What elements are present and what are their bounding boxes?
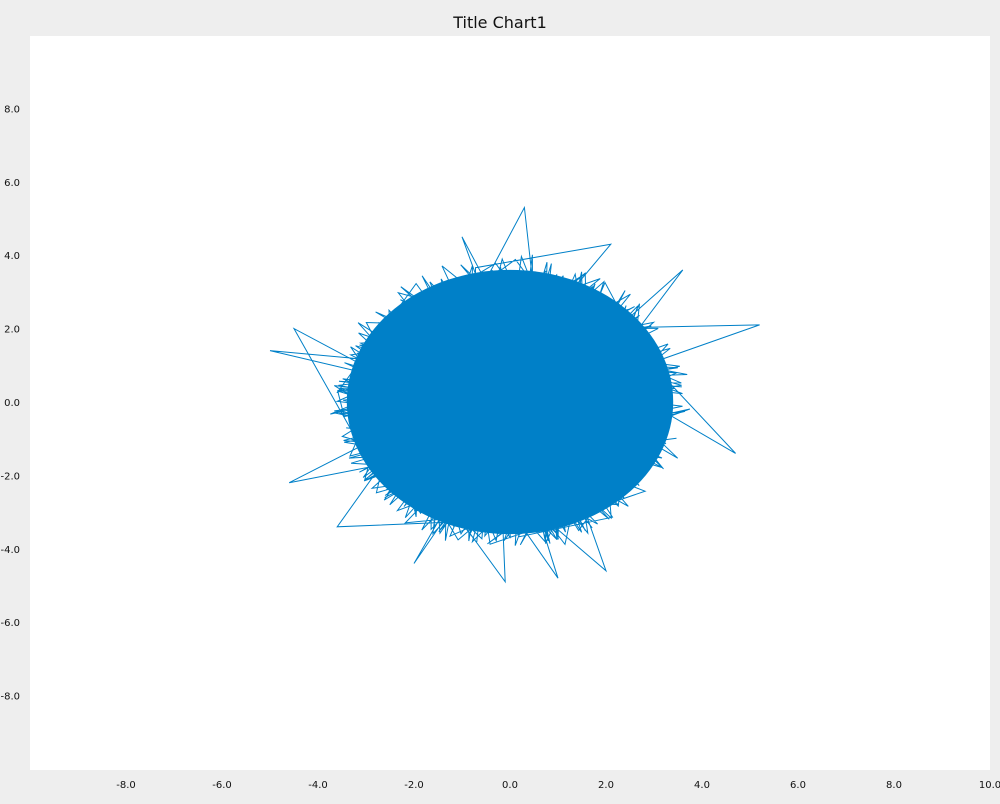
x-tick-label: 4.0 (694, 780, 710, 791)
x-tick-label: -8.0 (116, 780, 136, 791)
y-tick-label: 4.0 (4, 251, 20, 262)
series-line (269, 205, 760, 584)
x-tick-label: 8.0 (886, 780, 902, 791)
x-tick-label: -2.0 (404, 780, 424, 791)
y-axis-ticks: 8.0 6.0 4.0 2.0 0.0 -2.0 -4.0 -6.0 -8.0 (0, 104, 20, 702)
x-tick-label: 10.0 (979, 780, 1000, 791)
y-tick-label: 8.0 (4, 104, 20, 115)
x-tick-label: 2.0 (598, 780, 614, 791)
y-tick-label: -6.0 (0, 618, 20, 629)
y-tick-label: -8.0 (0, 692, 20, 703)
x-tick-label: 0.0 (502, 780, 518, 791)
x-tick-label: -4.0 (308, 780, 328, 791)
y-tick-label: 2.0 (4, 325, 20, 336)
series-layer (269, 205, 760, 584)
y-tick-label: 0.0 (4, 398, 20, 409)
x-tick-label: -6.0 (212, 780, 232, 791)
y-tick-label: -4.0 (0, 545, 20, 556)
x-tick-label: 6.0 (790, 780, 806, 791)
x-axis-ticks: -8.0 -6.0 -4.0 -2.0 0.0 2.0 4.0 6.0 8.0 10.0 (116, 780, 1000, 791)
chart-title: Title Chart1 (452, 13, 547, 32)
y-tick-label: -2.0 (0, 471, 20, 482)
y-tick-label: 6.0 (4, 178, 20, 189)
